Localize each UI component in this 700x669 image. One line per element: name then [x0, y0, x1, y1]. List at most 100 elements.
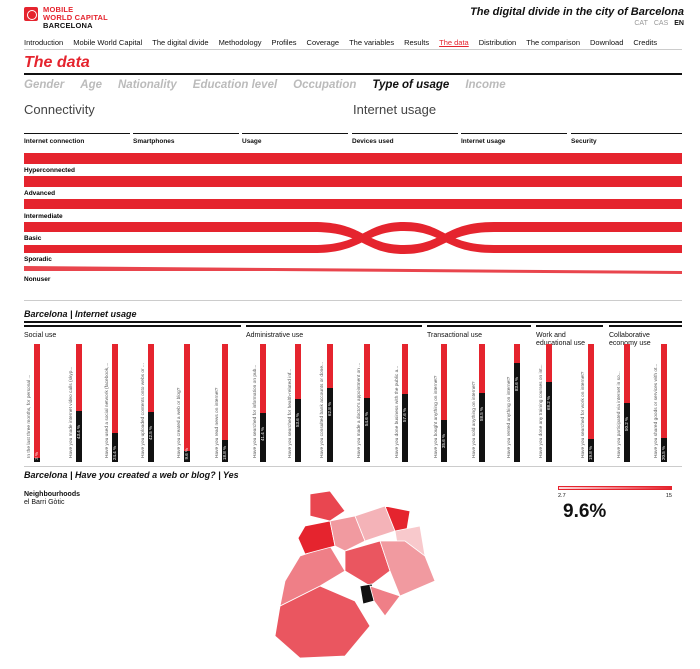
nav-variables[interactable]: The variables — [349, 38, 395, 47]
usage-bar-value-7: 53.6 % — [295, 412, 300, 427]
tab-occupation[interactable]: Occupation — [293, 79, 357, 91]
usage-bar-7[interactable]: 53.6 % — [295, 344, 301, 462]
group-administrative-use: Administrative use — [246, 332, 304, 339]
nav-introduction[interactable]: Introduction — [24, 38, 64, 47]
nav-mobile-world-capital[interactable]: Mobile World Capital — [73, 38, 143, 47]
nav-results[interactable]: Results — [404, 38, 430, 47]
bar-question-11: Have you bought anything on internet? — [434, 375, 439, 458]
filter-tabs: Gender Age Nationality Education level O… — [24, 79, 506, 91]
lang-cat[interactable]: CAT — [634, 20, 648, 27]
flow-label-nonuser: Nonuser — [24, 276, 51, 283]
bar-question-2: Have you used a social network (facebook… — [105, 362, 110, 458]
usage-bar-fill-7 — [295, 398, 301, 462]
language-switcher: CAT CAS EN — [634, 20, 684, 27]
usage-bar-2[interactable]: 24.4 % — [112, 344, 118, 462]
usage-bar-5[interactable]: 18.8 % — [222, 344, 228, 462]
usage-bar-11[interactable]: 35.6 % — [441, 344, 447, 462]
usage-bar-value-11: 35.6 % — [441, 433, 446, 448]
usage-bar-value-1: 43.4 % — [76, 424, 81, 439]
nav-download[interactable]: Download — [590, 38, 624, 47]
bar-question-7: Have you searched for health-related inf… — [288, 368, 293, 458]
tab-nationality[interactable]: Nationality — [118, 79, 177, 91]
usage-bar-6[interactable]: 41.4 % — [260, 344, 266, 462]
usage-bar-value-9: 54.6 % — [364, 411, 369, 426]
main-nav: Introduction Mobile World Capital The di… — [24, 38, 657, 47]
map-district-ciutat-vella[interactable] — [274, 585, 371, 659]
nav-coverage[interactable]: Coverage — [306, 38, 340, 47]
map-section-title: Barcelona | Have you created a web or bl… — [24, 470, 239, 480]
usage-bar-value-4: 9.6 % — [184, 448, 189, 460]
map-district-eixample[interactable] — [344, 540, 391, 587]
connectivity-heading: Connectivity — [24, 102, 95, 117]
usage-bar-9[interactable]: 54.6 % — [364, 344, 370, 462]
flow-band-advanced[interactable] — [24, 176, 682, 187]
flow-band-hyperconnected[interactable] — [24, 153, 682, 164]
usage-bar-17[interactable]: 20.5 % — [661, 344, 667, 462]
usage-bar-12[interactable]: 58.5 % — [479, 344, 485, 462]
flow-label-hyperconnected: Hyperconnected — [24, 167, 75, 174]
flow-band-basic[interactable] — [24, 222, 682, 254]
flow-band-intermediate[interactable] — [24, 199, 682, 209]
tab-education-level[interactable]: Education level — [192, 79, 278, 91]
usage-bar-8[interactable]: 62.8 % — [327, 344, 333, 462]
nav-digital-divide[interactable]: The digital divide — [152, 38, 209, 47]
tab-age[interactable]: Age — [80, 79, 102, 91]
usage-bar-fill-5 — [222, 439, 228, 462]
mwc-logo[interactable]: MOBILE WORLD CAPITAL BARCELONA — [24, 6, 108, 30]
usage-bar-value-3: 42.5 % — [148, 425, 153, 440]
nav-distribution[interactable]: Distribution — [478, 38, 517, 47]
flow-label-advanced: Advanced — [24, 190, 55, 197]
map-district-barceloneta[interactable] — [369, 585, 401, 617]
map-district-sarria[interactable] — [309, 490, 346, 522]
map-district-les-corts[interactable] — [297, 520, 336, 555]
tab-type-of-usage[interactable]: Type of usage — [372, 79, 450, 91]
bar-question-8: Have you consulted bank accounts or done… — [320, 362, 325, 458]
usage-bar-fill-16 — [624, 402, 630, 462]
usage-bar-4[interactable]: 9.6 % — [184, 344, 190, 462]
usage-bar-10[interactable]: 57.6 % — [402, 344, 408, 462]
map-district-gracia[interactable] — [329, 515, 366, 552]
map-district-sant-marti[interactable] — [379, 540, 436, 597]
usage-bar-value-0: 3 % — [34, 452, 39, 460]
bar-question-13: Have you rented anything on internet? — [507, 376, 512, 458]
bar-question-16: Have you participated via internet in so… — [617, 371, 622, 458]
usage-bar-chart: In the last three months, for personal .… — [24, 340, 682, 462]
flow-band-nonuser[interactable] — [24, 266, 682, 274]
usage-bar-15[interactable]: 19.8 % — [588, 344, 594, 462]
usage-bar-fill-15 — [588, 438, 594, 462]
section-divider — [24, 300, 682, 301]
usage-bar-0[interactable]: 3 % — [34, 344, 40, 462]
profile-flow-chart: Hyperconnected Advanced Intermediate Bas… — [24, 153, 682, 283]
usage-bar-13[interactable]: 83.6 % — [514, 344, 520, 462]
nav-the-data[interactable]: The data — [439, 38, 469, 47]
lang-en[interactable]: EN — [674, 20, 684, 27]
usage-bar-14[interactable]: 68.2 % — [546, 344, 552, 462]
tab-income[interactable]: Income — [465, 79, 506, 91]
nav-profiles[interactable]: Profiles — [271, 38, 297, 47]
usage-bar-16[interactable]: 50.2 % — [624, 344, 630, 462]
lang-cas[interactable]: CAS — [653, 20, 669, 27]
group-collaborative-economy-use: Collaborative economy use — [609, 332, 651, 347]
usage-bar-value-8: 62.8 % — [327, 401, 332, 416]
usage-bar-1[interactable]: 43.4 % — [76, 344, 82, 462]
group-social-use: Social use — [24, 332, 57, 339]
bar-question-0: In the last three months, for personal .… — [27, 374, 32, 458]
flow-band-sporadic[interactable] — [24, 222, 682, 253]
usage-bar-3[interactable]: 42.5 % — [148, 344, 154, 462]
tab-gender[interactable]: Gender — [24, 79, 65, 91]
nav-methodology[interactable]: Methodology — [218, 38, 262, 47]
site-header: MOBILE WORLD CAPITAL BARCELONA The digit… — [24, 6, 684, 38]
bar-question-1: Have you made internet video calls (skyp… — [69, 366, 74, 458]
usage-bar-value-10: 57.6 % — [402, 408, 407, 423]
nav-comparison[interactable]: The comparison — [526, 38, 581, 47]
logo-city: BARCELONA — [43, 21, 93, 30]
usage-divider — [24, 321, 682, 323]
bar-question-9: Have you made a doctor's appointment on … — [357, 362, 362, 458]
usage-bar-value-17: 20.5 % — [661, 445, 666, 460]
flow-columns: Internet connection Smartphones Usage De… — [24, 133, 682, 147]
bar-question-3: Have you uploaded contents onto webs or … — [141, 363, 146, 458]
usage-bar-fill-17 — [661, 437, 667, 462]
barcelona-choropleth-map — [274, 490, 436, 659]
nav-credits[interactable]: Credits — [633, 38, 658, 47]
column-internet-usage: Internet usage — [461, 133, 567, 145]
